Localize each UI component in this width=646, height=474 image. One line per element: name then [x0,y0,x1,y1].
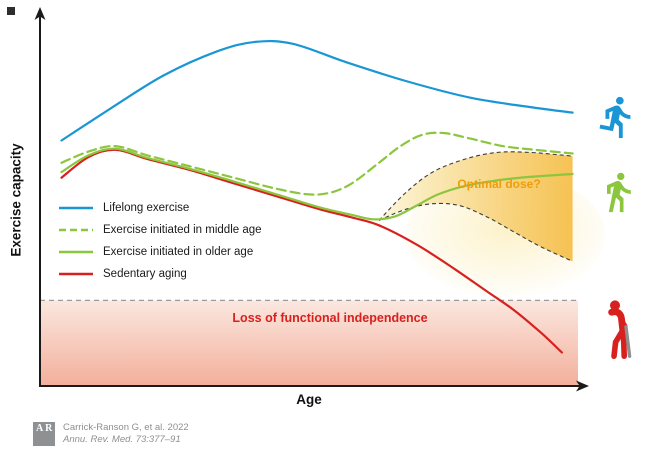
series-lifelong-exercise [60,39,574,142]
legend: Lifelong exercise Exercise initiated in … [58,202,262,280]
walker-icon [607,172,631,213]
loss-zone-label: Loss of functional independence [232,311,428,325]
citation-authors: Carrick-Ranson G, et al. 2022 [63,422,189,433]
series-exercise-older-age [60,147,574,221]
y-axis-label: Exercise capacity [8,143,24,257]
legend-line-sample [59,206,93,210]
legend-item-lifelong-exercise: Lifelong exercise [58,202,262,214]
legend-item-sedentary-aging: Sedentary aging [58,268,262,280]
legend-label: Lifelong exercise [103,202,190,214]
optimal-dose-label: Optimal dose? [457,177,541,191]
legend-line-sample [59,272,93,276]
runner-icon [599,96,631,139]
corner-mark [7,7,15,15]
legend-item-exercise-older-age: Exercise initiated in older age [58,246,262,258]
elderly-icon [608,300,632,359]
optimal-dose-upper-boundary [378,151,573,221]
legend-label: Sedentary aging [103,268,187,280]
legend-line-sample [59,250,93,254]
series-exercise-middle-age [60,131,574,196]
citation: A R Carrick-Ranson G, et al. 2022 Annu. … [33,422,189,446]
x-axis-arrow [576,380,589,392]
optimal-dose-lower-boundary [378,202,573,262]
legend-line-sample [59,228,93,232]
x-axis-label: Age [296,392,322,407]
logo-letter-r: R [45,423,53,434]
optimal-dose-area [378,151,573,262]
y-axis-arrow [34,7,46,20]
legend-label: Exercise initiated in middle age [103,224,262,236]
logo-letter-a: A [36,423,43,434]
annual-reviews-logo: A R [33,422,55,446]
cane [624,325,632,358]
loss-zone-area [41,300,578,385]
citation-journal: Annu. Rev. Med. 73:377–91 [63,434,181,445]
legend-label: Exercise initiated in older age [103,246,254,258]
legend-item-exercise-middle-age: Exercise initiated in middle age [58,224,262,236]
